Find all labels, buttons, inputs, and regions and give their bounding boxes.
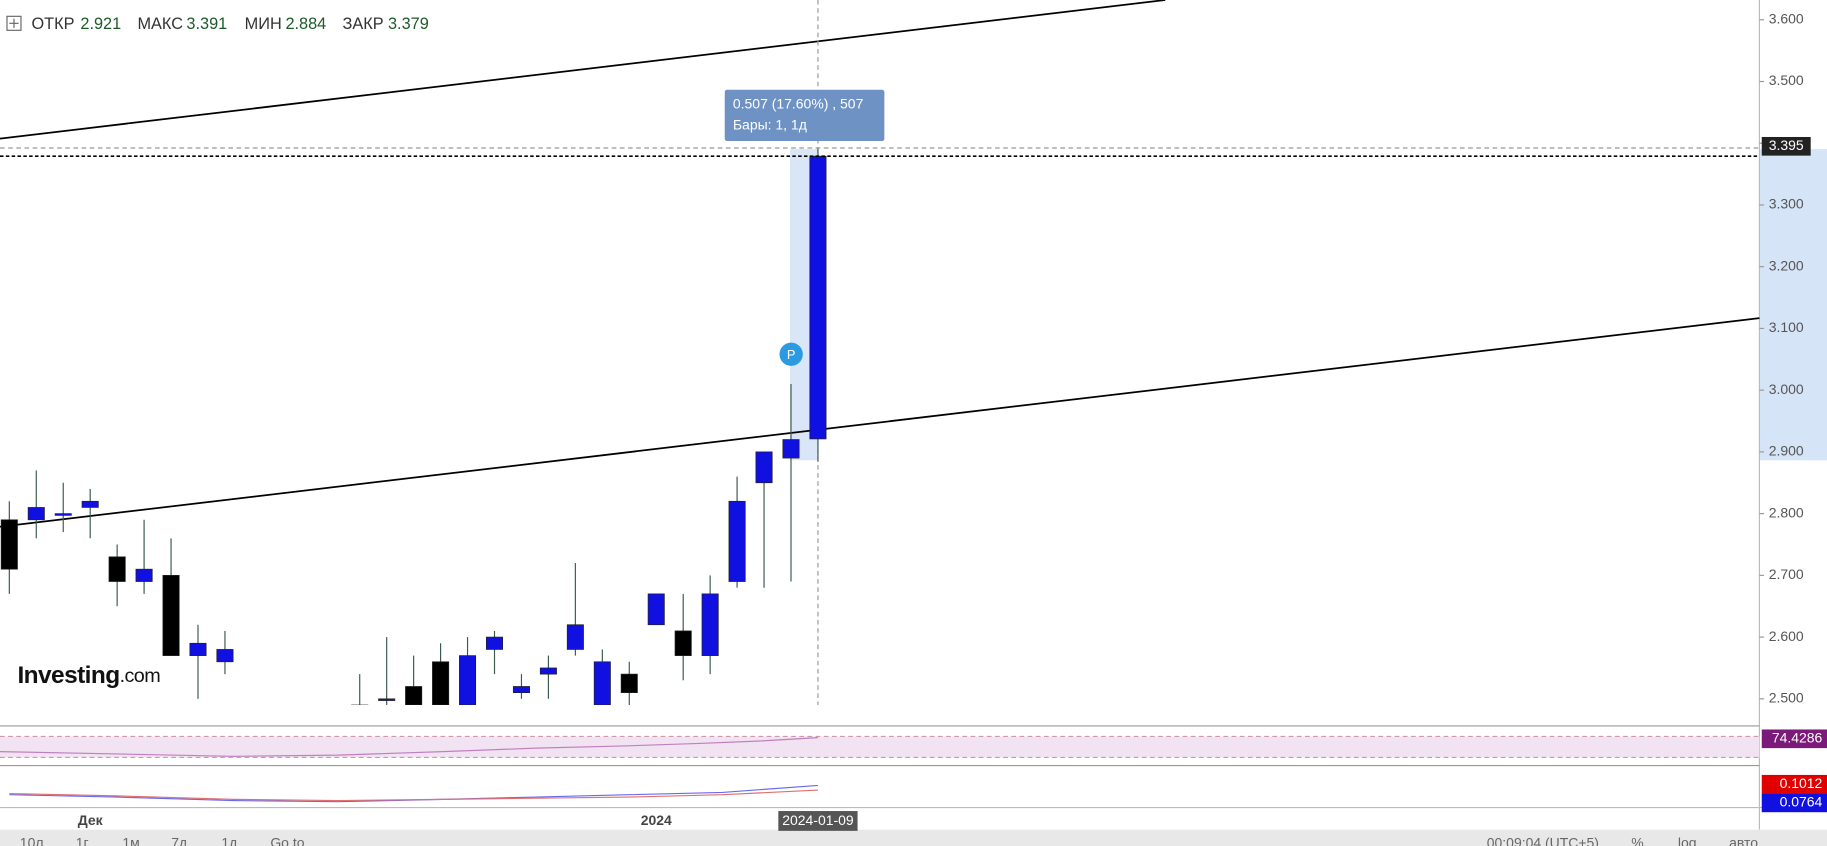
candle-body [674,630,692,656]
candle-body [135,568,153,582]
crosshair-date-box [778,811,858,831]
candle-body [620,673,638,694]
toolbar [0,829,1827,846]
x-tick-label: Дек [78,812,103,828]
y-tick-label: 2.600 [1769,628,1804,644]
x-tick-label: 2024-01-09 [782,812,854,828]
toolbar-button[interactable]: 1г [76,834,89,846]
toolbar-button[interactable]: % [1631,834,1643,846]
header-label: МАКС [137,15,183,33]
indicator-box [1761,793,1827,813]
candle-body [54,513,72,516]
candle-body [539,667,557,675]
y-tick-label: 3.300 [1769,196,1804,212]
candle-body [405,686,423,705]
candle-body [0,519,18,570]
y-tick-label: 2.900 [1769,443,1804,459]
candle-body [755,451,773,484]
price-axis: 2.500 2.600 2.700 2.800 2.900 3.000 3.100 3.200… [1759,10,1804,706]
indicator-value: 0.1012 [1780,775,1823,791]
indicator-value: 74.4286 [1772,729,1823,745]
signal-line [9,789,818,802]
range-highlight [1759,149,1827,461]
toolbar-button[interactable]: Go to [270,834,304,846]
header-label: МИН [245,15,282,33]
candle-body [593,661,611,705]
watermark-part: .com [120,665,161,687]
trend-line [0,0,1166,140]
candle-body [459,655,477,705]
toolbar-button[interactable]: 10л [20,834,44,846]
candle-body [108,556,126,582]
candle-body [189,642,207,656]
tooltip-text: 0.507 (17.60%) , 507 [733,96,864,112]
y-tick-label: 3.200 [1769,257,1804,273]
header-value: 2.921 [80,15,121,33]
crosshair-price-box [1761,136,1811,156]
candle-body [512,686,530,694]
candle-body [432,661,450,705]
toolbar-button[interactable]: 1м [122,834,139,846]
y-tick-label: 3.500 [1769,72,1804,88]
candle-body [809,155,827,440]
candle-body [647,593,665,626]
y-tick-label: 3.100 [1769,319,1804,335]
header-value: 3.391 [186,15,227,33]
indicator-value: 0.0764 [1780,794,1823,810]
toolbar-button[interactable]: log [1678,834,1697,846]
y-tick-label: 2.800 [1769,504,1804,520]
y-tick-label: 2.700 [1769,566,1804,582]
x-tick-label: 2024 [641,812,672,828]
rsi-line [0,737,818,757]
candle-body [81,500,99,508]
candle-body [27,507,45,521]
candle-body [782,439,800,459]
crosshair-price: 3.395 [1769,137,1804,153]
watermark-part: Investing [17,663,119,690]
toolbar-button[interactable]: 7д [171,834,187,846]
header-label: ЗАКР [343,15,384,33]
trend-line [0,317,1760,528]
candle-body [701,593,719,656]
candle-body [485,636,504,650]
y-tick-label: 3.000 [1769,381,1804,397]
toolbar-button[interactable]: авто [1729,834,1758,846]
candle-body [728,500,746,582]
candle-body [378,698,396,701]
candle-body [216,649,234,663]
indicator-box [1761,774,1827,794]
y-tick-label: 2.500 [1769,690,1804,706]
y-tick-label: 3.600 [1769,10,1804,26]
expand-icon[interactable] [6,15,22,31]
toolbar-button[interactable]: 00:09:04 (UTC+5) [1487,834,1599,846]
watermark: Investing.com [17,663,160,690]
header-label: ОТКР [31,15,74,33]
indicator-box [1761,729,1827,749]
candle-body [162,575,180,656]
toolbar-button[interactable]: 1д [221,834,237,846]
rsi-band [0,736,1760,758]
toolbar-items: 10л 1г 1м 7д 1д Go to 00:09:04 (UTC+5)% log авто [20,834,1758,846]
header-value: 3.379 [388,15,429,33]
event-marker-label: P [787,347,796,362]
candle-body [566,624,584,650]
tooltip [724,89,885,141]
candles [0,148,827,705]
event-marker[interactable] [779,342,803,366]
header-value: 2.884 [285,15,326,33]
tooltip-text: Бары: 1, 1д [733,117,807,133]
